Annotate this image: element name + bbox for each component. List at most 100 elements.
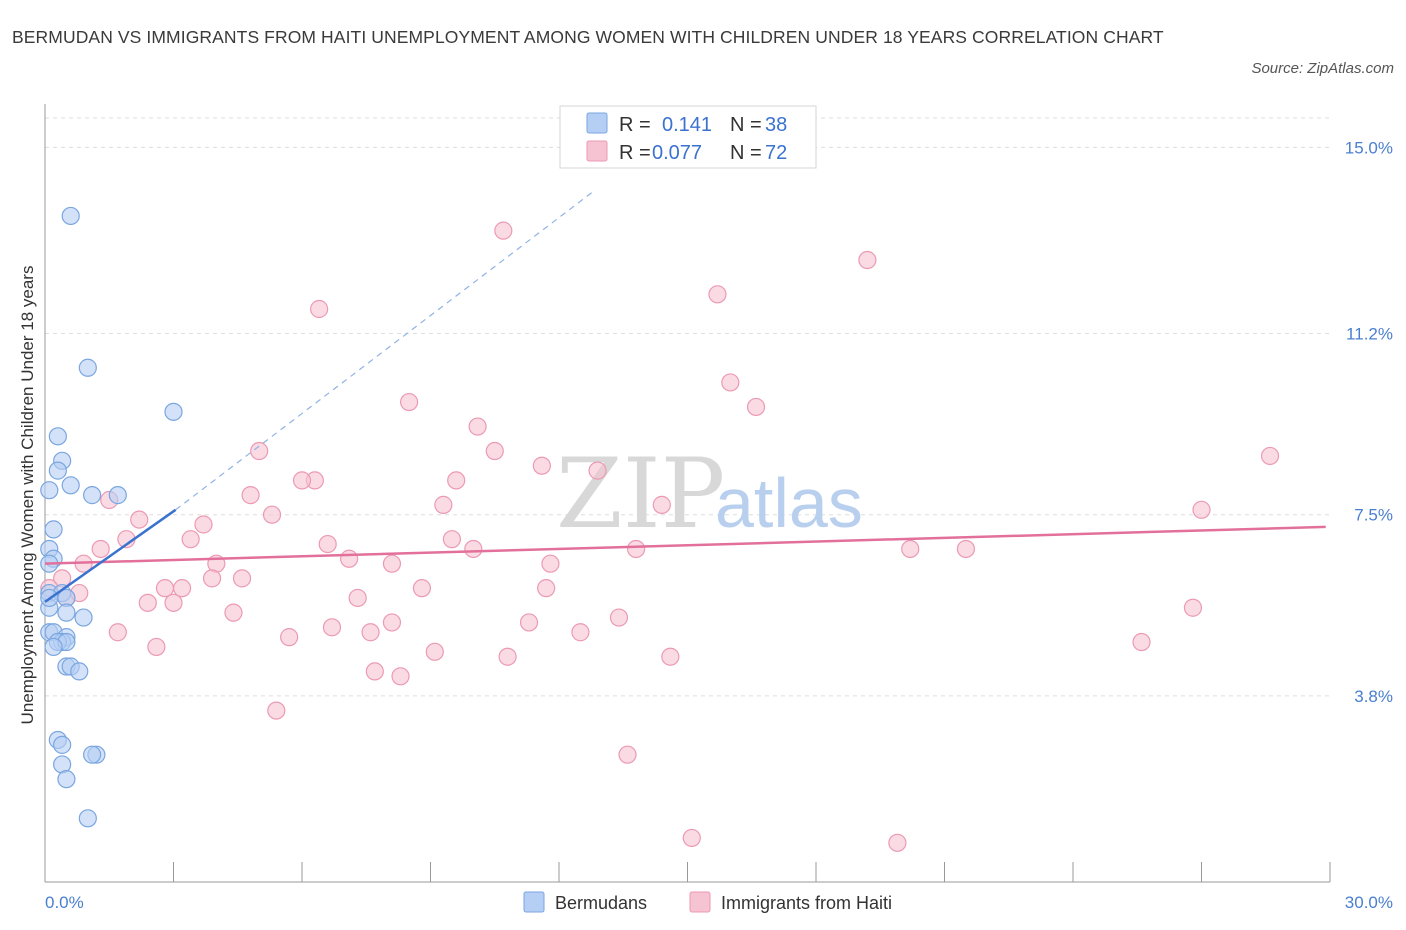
haiti-point	[956, 539, 976, 559]
haiti-point	[267, 701, 286, 720]
stats-n-value-haiti: 72	[765, 142, 787, 164]
haiti-point	[348, 588, 367, 608]
haiti-point	[464, 539, 483, 559]
haiti-point	[340, 549, 359, 568]
haiti-trend-line	[44, 525, 1326, 565]
y-tick-label: 15.0%	[1345, 138, 1393, 157]
haiti-point	[888, 833, 907, 852]
bermudans-trend-line	[44, 508, 177, 603]
haiti-point	[901, 539, 920, 559]
haiti-point	[571, 623, 590, 642]
bermudans-point	[40, 481, 59, 500]
stats-box: R = 0.141 N = 38 R = 0.077 N = 72	[559, 105, 817, 169]
bermudans-point	[61, 476, 80, 495]
haiti-point	[1132, 632, 1151, 652]
bermudans-point	[53, 735, 72, 754]
haiti-point	[661, 647, 680, 666]
haiti-point	[858, 250, 877, 270]
haiti-point	[310, 299, 329, 319]
haiti-point	[541, 554, 560, 573]
haiti-point	[519, 613, 539, 632]
haiti-point	[138, 593, 157, 612]
haiti-point	[391, 667, 410, 686]
haiti-point	[537, 579, 556, 598]
y-tick-label: 11.2%	[1346, 324, 1393, 343]
haiti-point	[412, 579, 432, 598]
watermark: ZIP atlas	[556, 438, 863, 550]
haiti-point	[262, 505, 282, 524]
haiti-point	[618, 745, 637, 764]
haiti-point	[91, 539, 110, 559]
tick-labels: 3.8% 7.5% 11.2% 15.0% 0.0% 30.0%	[45, 138, 1393, 912]
haiti-point	[532, 456, 551, 475]
haiti-point	[485, 441, 504, 461]
stats-swatch-bermudans	[586, 112, 608, 134]
bermudans-point	[83, 486, 102, 505]
bermudans-point	[70, 662, 89, 681]
haiti-point	[494, 221, 513, 240]
bermudans-point	[57, 603, 76, 622]
haiti-point	[588, 461, 607, 480]
stats-n-value-bermudans: 38	[765, 114, 787, 136]
haiti-point	[181, 530, 200, 549]
y-tick-label: 7.5%	[1354, 506, 1393, 525]
haiti-point	[250, 441, 269, 461]
haiti-point	[241, 486, 260, 505]
haiti-point	[365, 662, 384, 681]
bermudans-point	[74, 608, 93, 627]
haiti-point	[434, 495, 453, 514]
haiti-point	[202, 569, 222, 588]
haiti-point	[280, 628, 299, 647]
bermudans-trend-extrapolation	[175, 190, 594, 511]
legend-label-bermudans: Bermudans	[555, 893, 647, 913]
haiti-point	[155, 579, 175, 598]
haiti-point	[498, 647, 517, 666]
bermudans-point	[57, 770, 76, 789]
haiti-point	[721, 373, 740, 392]
y-tick-label: 3.8%	[1354, 687, 1393, 706]
haiti-point	[682, 828, 701, 848]
legend-label-haiti: Immigrants from Haiti	[721, 893, 892, 913]
haiti-point	[164, 593, 183, 612]
bermudans-point	[48, 427, 67, 446]
x-tick-label: 30.0%	[1345, 893, 1393, 912]
haiti-point	[130, 510, 149, 529]
haiti-point	[468, 417, 487, 436]
legend-swatch-haiti	[689, 891, 711, 913]
haiti-point	[382, 554, 402, 573]
haiti-point	[626, 539, 646, 559]
haiti-point	[108, 623, 127, 642]
watermark-zip: ZIP	[556, 438, 725, 550]
haiti-point	[147, 637, 166, 657]
bermudans-point	[164, 402, 183, 421]
legend: Bermudans Immigrants from Haiti	[523, 891, 892, 913]
haiti-point	[746, 397, 766, 417]
bermudans-point	[44, 520, 63, 539]
chart-title: BERMUDAN VS IMMIGRANTS FROM HAITI UNEMPL…	[12, 27, 1164, 47]
haiti-point	[194, 515, 213, 534]
bermudans-point	[78, 358, 97, 377]
series-haiti	[40, 221, 1280, 852]
haiti-point	[708, 285, 727, 304]
bermudans-point	[44, 637, 63, 657]
haiti-point	[322, 618, 342, 637]
x-tick-label: 0.0%	[45, 893, 84, 912]
stats-r-label-bermudans: R =	[619, 114, 651, 136]
stats-r-value-bermudans: 0.141	[662, 114, 712, 136]
haiti-point	[224, 603, 243, 622]
haiti-point	[447, 471, 466, 490]
bermudans-point	[61, 206, 80, 226]
haiti-point	[1260, 446, 1280, 466]
stats-r-label-haiti: R =	[619, 142, 651, 164]
bermudans-point	[78, 809, 97, 828]
stats-n-label-haiti: N =	[730, 142, 762, 164]
haiti-point	[382, 613, 402, 632]
haiti-point	[1192, 500, 1211, 519]
bermudans-point	[48, 461, 67, 480]
haiti-point	[442, 530, 462, 549]
legend-swatch-bermudans	[523, 891, 545, 913]
stats-n-label-bermudans: N =	[730, 114, 762, 136]
haiti-point	[172, 579, 192, 598]
watermark-atlas: atlas	[715, 464, 863, 542]
bermudans-point	[83, 745, 102, 764]
